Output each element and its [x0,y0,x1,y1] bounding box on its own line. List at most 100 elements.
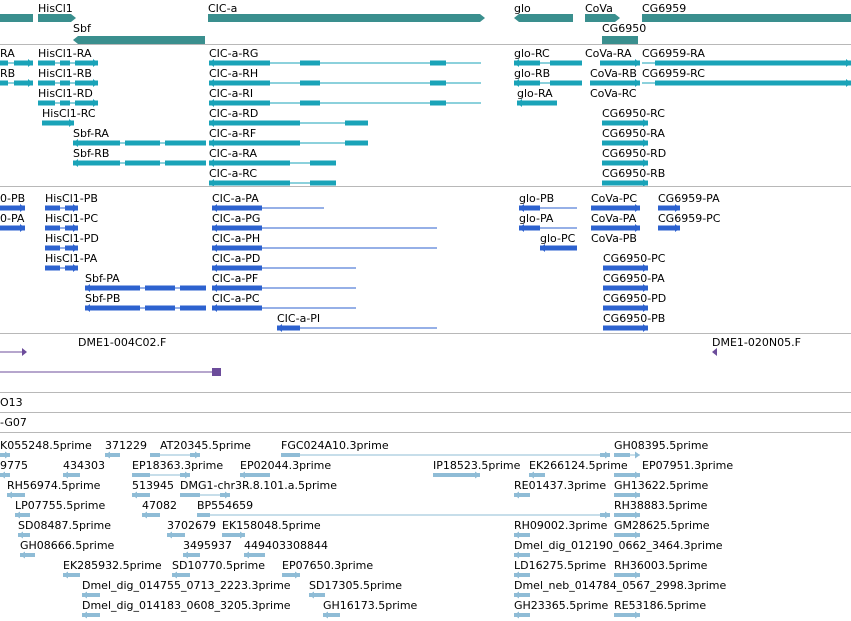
exon-block[interactable] [655,60,851,66]
gene-bar[interactable] [585,14,615,22]
est-label[interactable]: EK266124.5prime [529,459,628,472]
exon-block[interactable] [603,305,648,311]
exon-block[interactable] [45,205,60,211]
exon-block[interactable] [212,205,262,211]
protein-label[interactable]: CG6950-PA [603,272,665,285]
protein-label[interactable]: CoVa-PA [591,212,637,225]
exon-block[interactable] [60,60,70,66]
exon-block[interactable] [82,593,100,597]
exon-block[interactable] [183,553,200,557]
exon-block[interactable] [430,80,446,86]
transcript-label[interactable]: HisCl1-RA [38,47,92,60]
est-label[interactable]: RE53186.5prime [614,599,707,612]
exon-block[interactable] [658,205,680,211]
protein-label[interactable]: CIC-a-PA [212,192,259,205]
protein-label[interactable]: HisCl1-PA [45,252,98,265]
exon-block[interactable] [14,80,33,86]
exon-block[interactable] [45,225,60,231]
exon-block[interactable] [300,60,320,66]
est-label[interactable]: Dmel_dig_014183_0608_3205.3prime [82,599,291,612]
est-label[interactable]: Dmel_neb_014784_0567_2998.3prime [514,579,727,592]
exon-block[interactable] [165,140,206,146]
protein-label[interactable]: CoVa-PC [591,192,638,205]
exon-block[interactable] [180,305,206,311]
transcript-label[interactable]: CG6959-RA [642,47,705,60]
est-label[interactable]: EK158048.5prime [222,519,321,532]
exon-block[interactable] [209,140,300,146]
exon-block[interactable] [63,573,80,577]
exon-block[interactable] [430,100,446,106]
exon-block[interactable] [430,60,446,66]
est-label[interactable]: 434303 [63,459,105,472]
protein-label[interactable]: CIC-a-PC [212,292,260,305]
exon-block[interactable] [310,180,336,186]
exon-block[interactable] [73,140,120,146]
est-label[interactable]: RH09002.3prime [514,519,608,532]
est-label[interactable]: SD17305.5prime [309,579,402,592]
exon-block[interactable] [209,120,300,126]
exon-block[interactable] [212,225,262,231]
est-label[interactable]: GH08395.5prime [614,439,709,452]
transcript-label[interactable]: CIC-a-RC [209,167,258,180]
est-label[interactable]: DMG1-chr3R.8.101.a.5prime [180,479,338,492]
exon-block[interactable] [614,613,640,617]
protein-label[interactable]: CG6959-PA [658,192,720,205]
exon-block[interactable] [614,573,640,577]
est-label[interactable]: RE01437.3prime [514,479,607,492]
est-label[interactable]: EP18363.3prime [132,459,224,472]
exon-block[interactable] [300,100,320,106]
est-label[interactable]: GH23365.5prime [514,599,609,612]
exon-block[interactable] [45,245,60,251]
exon-block[interactable] [514,593,530,597]
exon-block[interactable] [655,80,851,86]
gene-label[interactable]: Sbf [73,22,91,35]
exon-block[interactable] [132,493,150,497]
exon-block[interactable] [197,513,210,517]
transcript-label[interactable]: CIC-a-RA [209,147,258,160]
exon-block[interactable] [658,225,680,231]
exon-block[interactable] [514,60,540,66]
exon-block[interactable] [309,593,325,597]
exon-block[interactable] [180,493,200,497]
exon-block[interactable] [514,613,530,617]
exon-block[interactable] [65,225,78,231]
transcript-label[interactable]: CIC-a-RG [209,47,259,60]
exon-block[interactable] [240,473,270,477]
est-label[interactable]: BP554659 [197,499,254,512]
transcript-label[interactable]: glo-RC [514,47,550,60]
clone-label[interactable]: DME1-004C02.F [78,336,167,349]
est-label[interactable]: GH13622.5prime [614,479,709,492]
exon-block[interactable] [63,473,80,477]
protein-label[interactable]: CIC-a-PG [212,212,261,225]
exon-block[interactable] [150,453,160,457]
protein-label[interactable]: Sbf-PB [85,292,121,305]
exon-block[interactable] [550,80,582,86]
transcript-label[interactable]: CG6950-RB [602,167,666,180]
exon-block[interactable] [60,100,70,106]
track-row-label[interactable]: O13 [0,396,23,409]
gene-label[interactable]: CIC-a [208,2,238,15]
protein-label[interactable]: CG6950-PB [603,312,666,325]
exon-block[interactable] [281,453,300,457]
track-row-label[interactable]: -G07 [0,416,27,429]
est-label[interactable]: EP02044.3prime [240,459,332,472]
exon-block[interactable] [14,60,33,66]
exon-block[interactable] [75,80,98,86]
exon-block[interactable] [65,205,78,211]
transcript-label[interactable]: CIC-a-RH [209,67,259,80]
protein-label[interactable]: CoVa-PB [591,232,637,245]
exon-block[interactable] [172,573,190,577]
exon-block[interactable] [519,225,540,231]
exon-block[interactable] [222,533,245,537]
est-label[interactable]: EP07951.3prime [642,459,734,472]
est-label[interactable]: RH56974.5prime [7,479,101,492]
exon-block[interactable] [433,473,480,477]
exon-block[interactable] [519,205,540,211]
exon-block[interactable] [590,80,640,86]
gene-bar[interactable] [38,14,71,22]
transcript-label[interactable]: CIC-a-RF [209,127,257,140]
exon-block[interactable] [277,325,300,331]
exon-block[interactable] [310,160,336,166]
protein-label[interactable]: CIC-a-PH [212,232,261,245]
protein-label[interactable]: CIC-a-PD [212,252,261,265]
